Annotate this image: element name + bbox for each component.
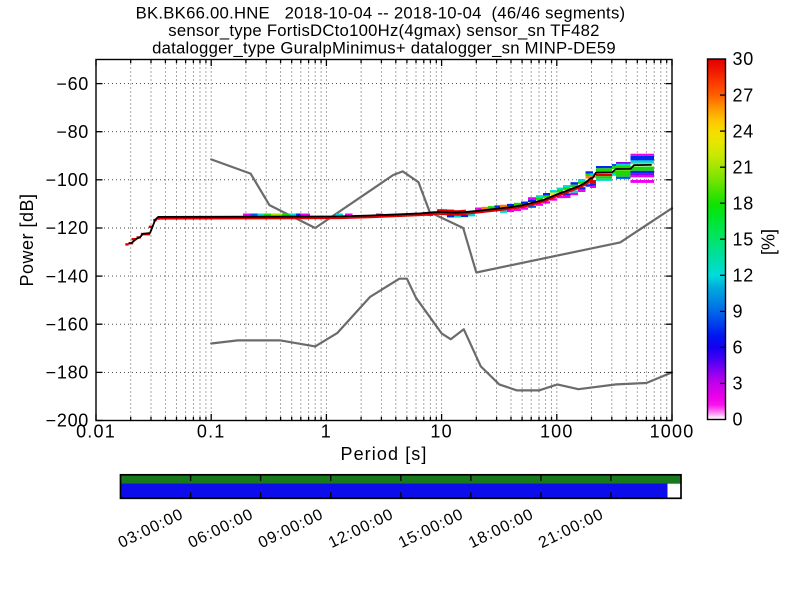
svg-text:18: 18	[733, 193, 754, 213]
svg-text:15: 15	[733, 229, 754, 249]
svg-text:−80: −80	[56, 122, 89, 142]
svg-text:−140: −140	[46, 266, 89, 286]
svg-text:30: 30	[733, 49, 754, 69]
svg-text:27: 27	[733, 85, 754, 105]
svg-text:[%]: [%]	[759, 229, 779, 255]
svg-text:−120: −120	[46, 218, 89, 238]
svg-text:−160: −160	[46, 314, 89, 334]
svg-text:1: 1	[321, 422, 332, 442]
svg-text:21: 21	[733, 157, 754, 177]
svg-text:9: 9	[733, 302, 744, 322]
svg-text:Power [dB]: Power [dB]	[17, 193, 37, 286]
svg-text:0: 0	[733, 410, 744, 430]
svg-text:0.01: 0.01	[76, 422, 116, 442]
svg-text:1000: 1000	[650, 422, 695, 442]
svg-text:−200: −200	[46, 411, 89, 431]
svg-text:100: 100	[540, 422, 574, 442]
svg-text:12: 12	[733, 266, 754, 286]
svg-text:−60: −60	[56, 74, 89, 94]
svg-text:sensor_type FortisDCto100Hz(4g: sensor_type FortisDCto100Hz(4gmax) senso…	[168, 21, 599, 40]
svg-text:6: 6	[733, 338, 744, 358]
svg-text:24: 24	[733, 121, 754, 141]
svg-text:10: 10	[430, 422, 452, 442]
svg-text:Period [s]: Period [s]	[340, 444, 427, 464]
svg-text:datalogger_type GuralpMinimus+: datalogger_type GuralpMinimus+ datalogge…	[152, 39, 616, 58]
svg-text:BK.BK66.00.HNE 2018-10-04 --: BK.BK66.00.HNE 2018-10-04 -- 2018-10-04 …	[136, 4, 626, 23]
svg-text:−100: −100	[46, 170, 89, 190]
svg-text:0.1: 0.1	[197, 422, 226, 442]
svg-text:−180: −180	[46, 363, 89, 383]
svg-text:3: 3	[733, 374, 744, 394]
